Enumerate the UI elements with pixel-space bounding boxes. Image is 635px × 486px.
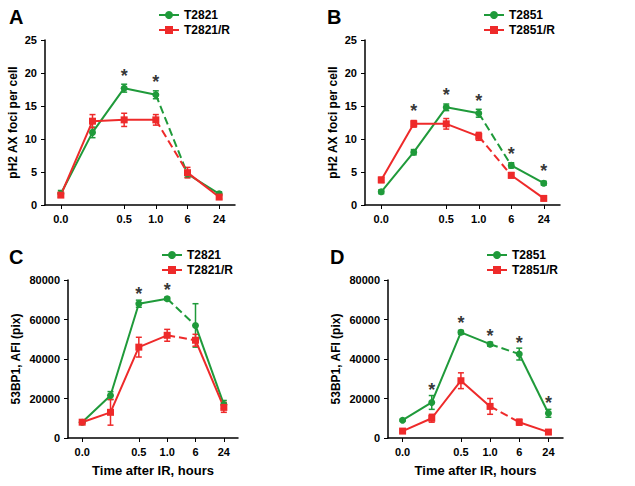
svg-text:B: B	[327, 6, 341, 28]
svg-text:1.0: 1.0	[148, 213, 163, 225]
svg-text:40000: 40000	[29, 353, 60, 365]
svg-text:15: 15	[25, 100, 37, 112]
svg-text:0.5: 0.5	[117, 213, 132, 225]
svg-text:1.0: 1.0	[160, 446, 175, 458]
svg-text:T2851/R: T2851/R	[512, 263, 558, 277]
svg-text:*: *	[121, 66, 128, 86]
svg-text:0.0: 0.0	[374, 213, 389, 225]
svg-text:6: 6	[192, 446, 198, 458]
svg-text:T2851/R: T2851/R	[509, 23, 555, 37]
svg-text:0.5: 0.5	[453, 446, 468, 458]
svg-text:*: *	[428, 380, 435, 400]
svg-text:*: *	[443, 85, 450, 105]
svg-text:A: A	[9, 6, 23, 28]
svg-text:6: 6	[184, 213, 190, 225]
svg-text:24: 24	[218, 446, 231, 458]
svg-text:*: *	[545, 393, 552, 413]
svg-text:0.5: 0.5	[439, 213, 454, 225]
svg-text:1.0: 1.0	[482, 446, 497, 458]
svg-text:1.0: 1.0	[471, 213, 486, 225]
svg-text:20000: 20000	[349, 393, 380, 405]
svg-text:T2821: T2821	[187, 248, 221, 262]
svg-text:*: *	[410, 101, 417, 121]
svg-text:60000: 60000	[349, 314, 380, 326]
svg-text:80000: 80000	[29, 274, 60, 286]
svg-text:24: 24	[542, 446, 555, 458]
svg-text:0: 0	[351, 199, 357, 211]
svg-text:40000: 40000	[349, 353, 380, 365]
svg-text:20: 20	[25, 67, 37, 79]
svg-text:pH2 AX foci per cell: pH2 AX foci per cell	[326, 66, 340, 178]
svg-text:5: 5	[351, 166, 357, 178]
svg-text:0.0: 0.0	[395, 446, 410, 458]
svg-text:5: 5	[31, 166, 37, 178]
svg-text:T2821: T2821	[184, 8, 218, 22]
svg-text:80000: 80000	[349, 274, 380, 286]
svg-text:*: *	[135, 284, 142, 304]
svg-text:T2851: T2851	[509, 8, 543, 22]
svg-text:0.0: 0.0	[53, 213, 68, 225]
svg-text:25: 25	[25, 34, 37, 46]
svg-text:*: *	[475, 91, 482, 111]
svg-text:pH2 AX foci per cell: pH2 AX foci per cell	[6, 66, 20, 178]
svg-text:53BP1, AFI (pix): 53BP1, AFI (pix)	[329, 314, 343, 405]
svg-text:*: *	[152, 72, 159, 92]
svg-text:*: *	[164, 280, 171, 300]
svg-text:*: *	[540, 161, 547, 181]
svg-text:Time after IR, hours: Time after IR, hours	[415, 463, 537, 478]
svg-text:60000: 60000	[29, 314, 60, 326]
svg-text:24: 24	[213, 213, 226, 225]
svg-text:T2821/R: T2821/R	[187, 263, 233, 277]
svg-text:T2821/R: T2821/R	[184, 23, 230, 37]
svg-text:20000: 20000	[29, 393, 60, 405]
svg-text:*: *	[487, 326, 494, 346]
svg-text:0: 0	[31, 199, 37, 211]
svg-text:6: 6	[516, 446, 522, 458]
svg-text:Time after IR, hours: Time after IR, hours	[92, 463, 214, 478]
svg-text:0.5: 0.5	[131, 446, 146, 458]
svg-text:C: C	[9, 246, 23, 268]
svg-text:*: *	[508, 144, 515, 164]
svg-text:D: D	[330, 246, 344, 268]
svg-text:0: 0	[374, 432, 380, 444]
svg-text:10: 10	[25, 133, 37, 145]
svg-text:*: *	[516, 333, 523, 353]
svg-text:6: 6	[508, 213, 514, 225]
svg-text:10: 10	[345, 133, 357, 145]
svg-text:20: 20	[345, 67, 357, 79]
svg-text:15: 15	[345, 100, 357, 112]
svg-text:0: 0	[54, 432, 60, 444]
svg-text:T2851: T2851	[512, 248, 546, 262]
svg-text:24: 24	[538, 213, 551, 225]
svg-text:53BP1, AFI (pix): 53BP1, AFI (pix)	[9, 314, 23, 405]
svg-text:*: *	[457, 313, 464, 333]
svg-text:25: 25	[345, 34, 357, 46]
svg-text:0.0: 0.0	[75, 446, 90, 458]
